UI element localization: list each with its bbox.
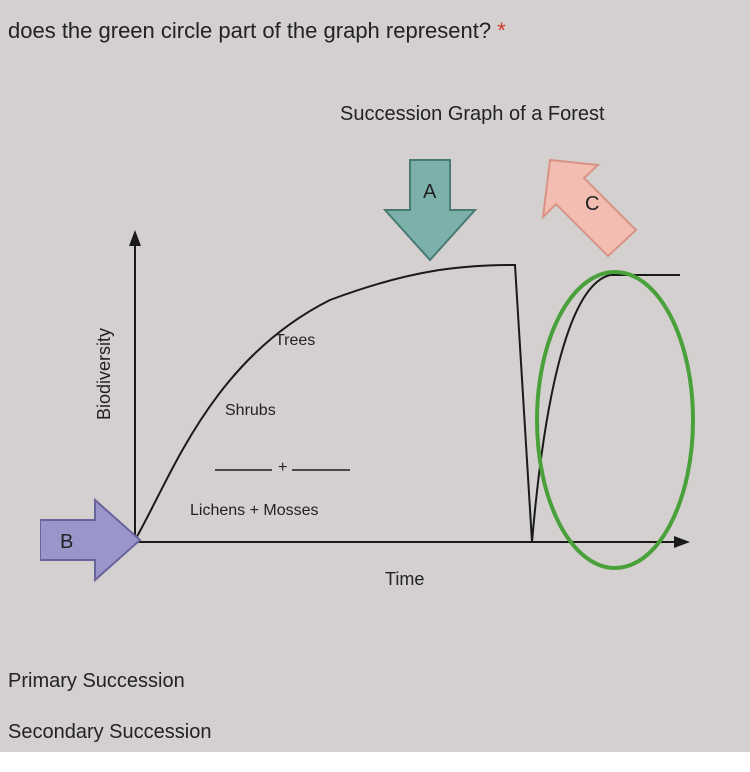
required-asterisk: *	[497, 18, 506, 43]
answer-options: Primary Succession Secondary Succession	[8, 670, 211, 772]
arrow-b-label: B	[60, 531, 73, 553]
stage-trees: Trees	[275, 332, 315, 349]
x-axis-label: Time	[385, 569, 424, 589]
succession-chart: Succession Graph of a Forest Biodiversit…	[40, 80, 710, 640]
stage-shrubs: Shrubs	[225, 402, 276, 419]
option-primary-succession[interactable]: Primary Succession	[8, 670, 211, 693]
chart-title: Succession Graph of a Forest	[340, 103, 605, 125]
option-label: Secondary Succession	[8, 721, 211, 743]
stage-lichens-mosses: Lichens + Mosses	[190, 502, 319, 519]
arrow-c-label: C	[585, 193, 599, 215]
blank-plus: +	[278, 459, 287, 476]
chart-svg: Succession Graph of a Forest Biodiversit…	[40, 80, 710, 640]
arrow-a-label: A	[423, 181, 437, 203]
option-label: Primary Succession	[8, 670, 185, 692]
question-text: does the green circle part of the graph …	[8, 18, 506, 44]
option-secondary-succession[interactable]: Secondary Succession	[8, 721, 211, 744]
y-axis-label: Biodiversity	[94, 328, 114, 420]
chart-outer-bg	[40, 80, 710, 640]
question-prompt: does the green circle part of the graph …	[8, 18, 491, 43]
